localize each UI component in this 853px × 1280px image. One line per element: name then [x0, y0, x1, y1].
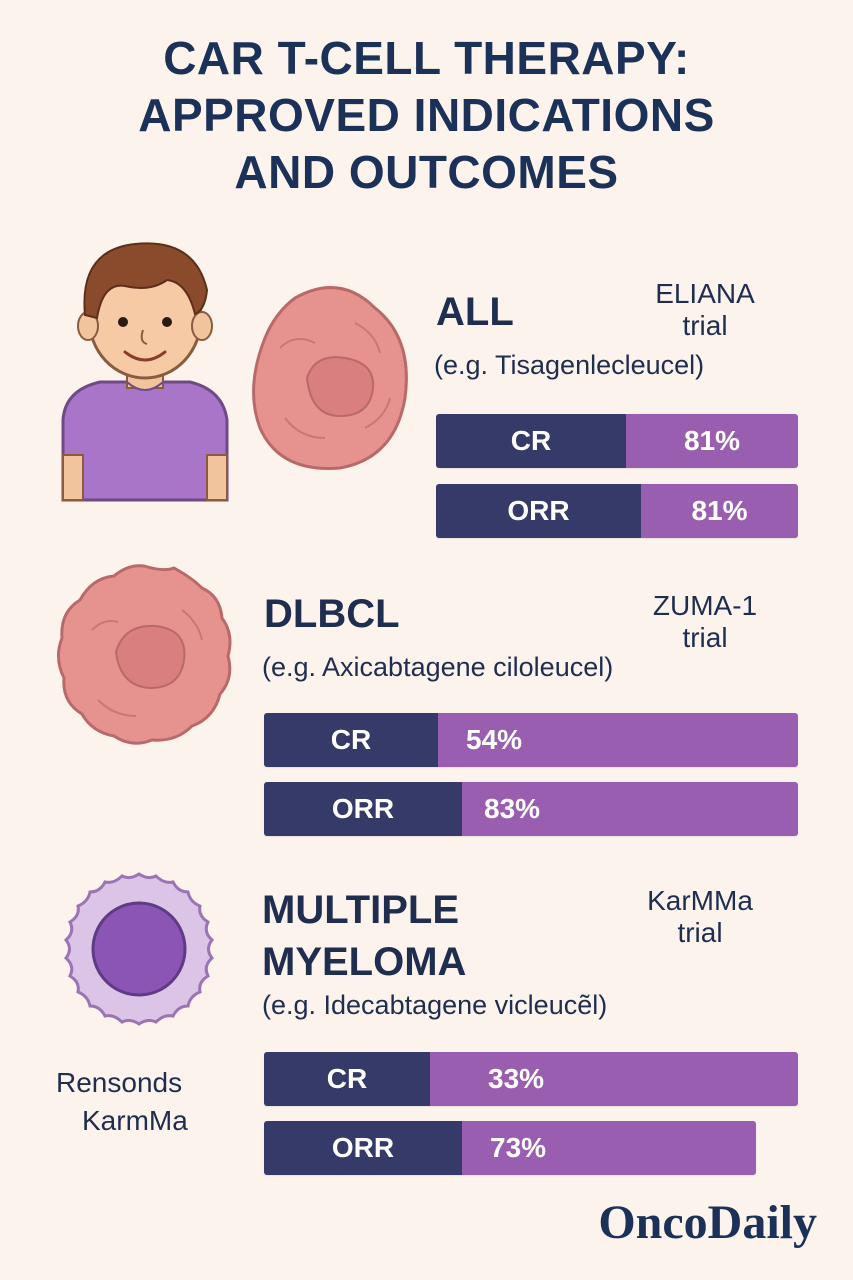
page-title: CAR T-CELL THERAPY: APPROVED INDICATIONS… — [0, 30, 853, 201]
trial-name: ELIANA — [655, 278, 755, 309]
dlbcl-orr-bar: ORR 83% — [264, 782, 798, 836]
trial-name: KarMMa — [647, 885, 753, 916]
section-dlbcl-example: (e.g. Axicabtagene ciloleucel) — [262, 652, 614, 682]
section-dlbcl-heading: DLBCL — [264, 592, 400, 636]
section-mm-trial: KarMMa trial — [625, 885, 775, 949]
title-line-2: APPROVED INDICATIONS — [138, 89, 715, 141]
mm-orr-bar: ORR 73% — [264, 1121, 756, 1175]
all-cr-bar: CR 81% — [436, 414, 798, 468]
heading-line-2: MYELOMA — [262, 940, 467, 984]
child-patient-icon — [55, 230, 235, 510]
bar-label: CR — [264, 1052, 430, 1106]
bar-value: 81% — [641, 484, 798, 538]
heading-line-1: MULTIPLE — [262, 888, 460, 932]
leukemia-cell-icon — [245, 278, 415, 478]
section-all-heading: ALL — [436, 290, 514, 334]
bar-value: 33% — [430, 1052, 798, 1106]
section-mm-example: (e.g. Idecabtagene vicleucẽl) — [262, 990, 608, 1020]
side-note-line-1: Rensonds — [56, 1067, 183, 1098]
trial-word: trial — [682, 622, 728, 653]
bar-value: 81% — [626, 414, 798, 468]
side-note: Rensonds KarmMa — [56, 1064, 188, 1140]
bar-label: ORR — [264, 1121, 462, 1175]
trial-name: ZUMA-1 — [652, 590, 758, 621]
dlbcl-cr-bar: CR 54% — [264, 713, 798, 767]
bar-label: ORR — [264, 782, 462, 836]
all-orr-bar: ORR 81% — [436, 484, 798, 538]
myeloma-cell-icon — [60, 870, 218, 1028]
side-note-line-2: KarmMa — [82, 1105, 188, 1136]
bar-label: ORR — [436, 484, 641, 538]
bar-value: 83% — [462, 782, 798, 836]
bar-value: 73% — [462, 1121, 756, 1175]
title-line-3: AND OUTCOMES — [234, 146, 619, 198]
section-dlbcl-trial: ZUMA-1 trial — [630, 590, 780, 654]
section-mm-heading: MULTIPLE MYELOMA — [262, 884, 466, 988]
lymphoma-cell-icon — [52, 560, 237, 750]
mm-cr-bar: CR 33% — [264, 1052, 798, 1106]
bar-value: 54% — [438, 713, 798, 767]
section-all-trial: ELIANA trial — [630, 278, 780, 342]
section-all-example: (e.g. Tisagenlecleucel) — [434, 350, 705, 380]
title-line-1: CAR T-CELL THERAPY: — [163, 32, 690, 84]
trial-word: trial — [677, 917, 723, 948]
trial-word: trial — [682, 310, 728, 341]
bar-label: CR — [264, 713, 438, 767]
oncodaily-logo: OncoDaily — [598, 1196, 817, 1249]
bar-label: CR — [436, 414, 626, 468]
